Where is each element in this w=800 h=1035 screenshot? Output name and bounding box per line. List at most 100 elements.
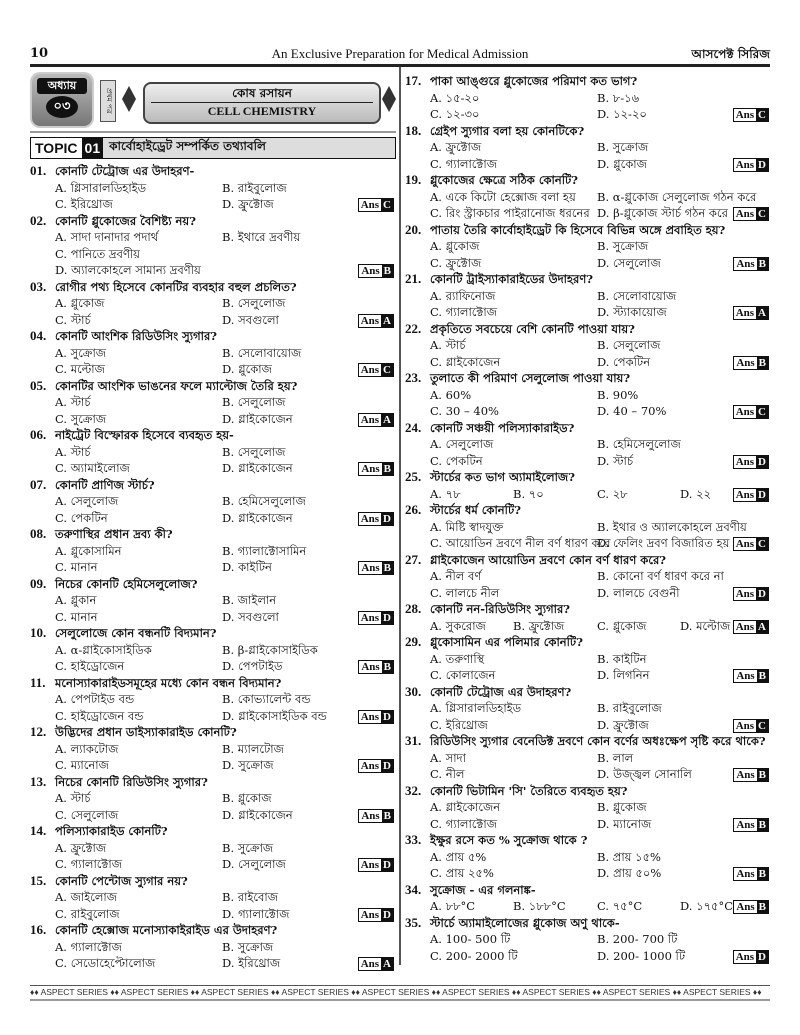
question-line: 27. গ্লাইকোজেন আয়োডিন দ্রবণে কোন বর্ণ ধা… [405,552,771,569]
option-d: D. গ্লাইকোজেন [222,510,293,525]
option-c: C. রিং স্ট্রাকচার পাইরানোজ ধরনের [430,206,590,220]
options-line: C. ফ্রুক্টোজ D. সেলুলোজ Ans B [405,255,771,272]
option-c: C. হাইড্রোজেন বন্ড [55,708,144,723]
option-c: C. পেকটিন [430,453,483,468]
question-text: মনোস্যাকারাইডসমূহের মধ্যে কোন বন্ধন বিদ্… [55,675,282,690]
options-line: C. 30 – 40% D. 40 – 70% Ans C [405,403,771,420]
question-number: 24. [405,419,422,435]
options-line: C. ১২-৩০ D. ১২-২০ Ans C [405,106,771,123]
question-line: 18. গ্রেইপ স্যুগার বলা হয় কোনটিকে? [405,123,771,140]
option-c: C. গ্যালাক্টোজ [430,816,497,831]
options-line: A. ফ্রুক্টোজ B. সুক্রোজ [405,139,771,156]
question-number: 28. [405,601,422,616]
header-title: An Exclusive Preparation for Medical Adm… [271,46,529,61]
answer-label: Ans [359,661,382,673]
question-number: 25. [405,469,422,484]
options-line: A. গ্লিসারালডিহাইড B. রাইবুলোজ [30,180,396,197]
chapter-badge: অধ্যায় ০৩ [32,74,92,126]
option-d: D. লিগনিন [597,668,650,682]
question-text: তুলাতে কী পরিমাণ সেলুলোজ পাওয়া যায়? [430,371,631,385]
answer-label: Ans [734,356,757,369]
answer-letter: D [381,512,393,525]
options-line: A. ল্যাকটোজ B. ম্যালটোজ [30,741,396,758]
answer-letter: B [756,670,768,682]
answer-label: Ans [359,562,382,574]
option-a: A. নীল বর্ণ [430,569,482,583]
question-number: 32. [405,782,422,798]
question-number: 10. [30,625,47,640]
answer-badge: Ans B [733,256,769,271]
option-a: A. সাদা দানাদার পদার্থ [55,230,159,244]
option-c: C. মল্টোজ [55,362,105,376]
question-item: 32. কোনটি ভিটামিন 'সি' তৈরিতে ব্যবহৃত হয়… [405,783,771,833]
option-a: A. মিষ্টি স্বাদযুক্ত [430,519,504,534]
options-line: A. গ্লুকোজ B. সুক্রোজ [405,238,771,255]
diamond-icon [382,86,396,112]
options-line: A. সুকরোজ B. ফ্রুক্টোজ C. গ্লুকোজ D. মল্টোজ… [405,618,771,635]
answer-letter: B [756,356,768,369]
question-item: 11. মনোস্যাকারাইডসমূহের মধ্যে কোন বন্ধন ব… [30,675,396,725]
question-text: কোনটি হেক্সোজ মনোস্যাকাইরাইড এর উদাহরণ? [55,923,278,937]
option-b: B. সুক্রোজ [597,140,649,154]
question-number: 26. [405,502,422,517]
options-line: A. পেপটাইড বন্ড B. কোভ্যালেন্ট বন্ড [30,691,396,708]
option-b: B. কোনো বর্ণ ধারণ করে না [597,569,724,583]
option-a: A. র‍্যাফিনোজ [430,288,496,303]
answer-label: Ans [358,364,382,376]
option-c: C. রাইবুলোজ [55,906,120,921]
options-line: A. গ্লুকোজ B. সেলুলোজ [30,295,396,312]
question-text: উদ্ভিদের প্রধান ডাইস্যাকারাইড কোনটি? [55,725,237,739]
option-b: B. গ্যালাক্টোসামিন [222,543,307,558]
option-c: C. সেডোহেপ্টোলোজ [55,956,156,970]
option-b: B. সেলুলোজ [222,444,286,459]
options-line: A. স্টার্চ B. গ্লুকোজ [30,790,396,807]
option-c: C. ইরিথ্রোজ [430,717,488,732]
option-d: D. স্টার্চ [597,453,634,468]
option-a: A. ল্যাকটোজ [55,741,119,756]
question-number: 01. [30,163,47,178]
question-text: কোনটি ভিটামিন 'সি' তৈরিতে ব্যবহৃত হয়? [430,783,628,798]
topic-label: TOPIC [31,138,82,158]
options-line: C. পেকটিন D. গ্লাইকোজেন Ans D [30,510,396,527]
option-a: A. গ্লুকোজ [430,239,480,253]
question-text: নাইট্রেট বিস্ফোরক হিসেবে ব্যবহৃত হয়- [55,428,234,442]
question-line: 22. প্রকৃতিতে সবচেয়ে বেশি কোনটি পাওয়া য… [405,321,771,338]
options-line: C. হাইড্রোজেন D. পেপটাইড Ans B [30,658,396,675]
option-d: D. মল্টোজ [680,618,731,633]
answer-label: Ans [734,670,757,682]
question-text: কোনটি টেট্রোজ এর উদাহরণ- [55,164,195,178]
question-item: 16. কোনটি হেক্সোজ মনোস্যাকাইরাইড এর উদাহর… [30,922,396,972]
answer-letter: B [381,809,393,822]
option-b: B. 200- 700 টি [597,932,678,946]
options-line: C. কোলাজেন D. লিগনিন Ans B [405,667,771,684]
options-line: C. হাইড্রোজেন বন্ড D. গ্লাইকোসাইডিক বন্ড A… [30,708,396,725]
answer-letter: A [756,620,768,633]
question-text: কোনটির আংশিক ভাঙনের ফলে ম্যাল্টোজ তৈরি হ… [55,378,298,393]
question-item: 08. তরুণাস্থির প্রধান দ্রব্য কী? A. গ্লুকো… [30,526,396,576]
question-line: 28. কোনটি নন-রিডিউসিং স্যুগার? [405,601,771,618]
answer-letter: C [756,109,768,121]
question-line: 33. ইক্ষুর রসে কত % সুক্রোজ থাকে ? [405,832,771,849]
option-c: C. ইরিথ্রোজ [55,197,113,211]
option-c: C. ২৮ [597,486,628,501]
question-item: 22. প্রকৃতিতে সবচেয়ে বেশি কোনটি পাওয়া য… [405,321,771,371]
question-number: 30. [405,683,422,699]
option-a: A. সেলুলোজ [55,494,119,508]
option-d: D. গ্লুকোজ [222,362,272,376]
question-item: 29. গ্লুকোসামিন এর পলিমার কোনটি? A. তরুণাস… [405,634,771,684]
question-item: 03. রোগীর পথ্য হিসেবে কোনটির ব্যবহার বহুল… [30,279,396,329]
option-c: C. প্রায় ২৫% [430,866,494,880]
option-c: C. সুক্রোজ [55,411,107,426]
question-text: কোনটি গ্লুকোজের বৈশিষ্ট্য নয়? [55,213,196,228]
answer-badge: Ans B [733,817,769,832]
answer-badge: Ans D [732,586,769,601]
option-c: C. সেলুলোজ [55,807,119,822]
question-line: 01. কোনটি টেট্রোজ এর উদাহরণ- [30,163,396,180]
option-a: A. গ্লুকোজ [55,296,105,310]
question-number: 06. [30,427,47,442]
option-b: B. রাইবুলোজ [597,701,662,715]
answer-label: Ans [733,307,757,319]
options-line: C. অ্যামাইলোজ D. গ্লাইকোজেন Ans B [30,460,396,477]
answer-letter: C [381,199,393,211]
answer-label: Ans [733,719,757,732]
